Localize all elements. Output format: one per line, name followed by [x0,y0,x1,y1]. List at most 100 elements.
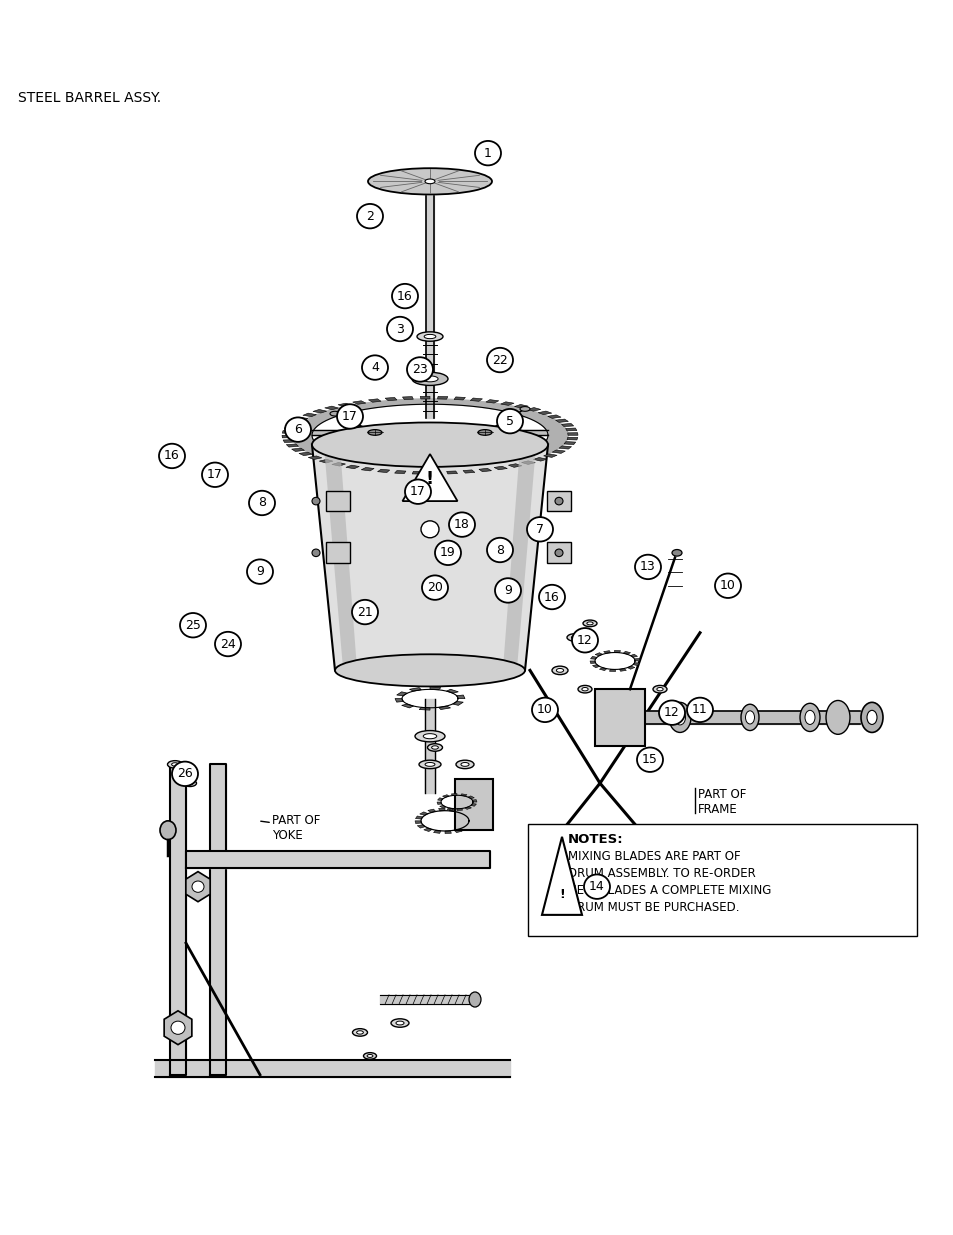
Circle shape [387,317,413,341]
Ellipse shape [866,710,876,725]
Polygon shape [438,808,444,811]
Ellipse shape [469,992,480,1007]
Circle shape [583,874,609,899]
Polygon shape [438,706,450,710]
Circle shape [407,357,433,382]
Ellipse shape [172,763,178,766]
Text: NOTES:: NOTES: [567,834,623,846]
Text: 23: 23 [412,363,428,375]
Polygon shape [427,809,436,813]
Polygon shape [526,408,540,411]
Polygon shape [361,467,374,471]
Polygon shape [439,805,445,808]
Polygon shape [521,461,535,464]
Text: 12: 12 [663,706,679,719]
Text: 16: 16 [396,289,413,303]
Circle shape [486,537,513,562]
Polygon shape [302,414,316,416]
Polygon shape [547,415,560,419]
Polygon shape [603,651,610,653]
Text: 13: 13 [639,561,655,573]
Polygon shape [395,699,403,703]
Text: 10: 10 [537,704,553,716]
Polygon shape [284,426,295,429]
Ellipse shape [412,372,448,385]
Circle shape [405,479,431,504]
Text: !: ! [558,888,564,900]
Text: MIXING BLADES ARE PART OF
DRUM ASSEMBLY. TO RE-ORDER
NEW BLADES A COMPLETE MIXIN: MIXING BLADES ARE PART OF DRUM ASSEMBLY.… [567,850,771,914]
FancyBboxPatch shape [546,490,571,511]
Ellipse shape [556,668,563,672]
Text: 14: 14 [589,881,604,893]
Ellipse shape [415,731,444,742]
Polygon shape [412,472,422,474]
Text: 26: 26 [177,767,193,781]
Ellipse shape [421,375,437,382]
Polygon shape [567,432,578,435]
Polygon shape [633,663,639,666]
Circle shape [420,521,438,537]
Circle shape [172,762,198,785]
Polygon shape [630,655,637,657]
Polygon shape [423,827,432,831]
Polygon shape [541,837,581,915]
Ellipse shape [566,634,582,641]
Polygon shape [292,399,567,472]
Polygon shape [416,816,422,819]
Polygon shape [416,825,425,829]
Ellipse shape [477,430,492,435]
Text: 20: 20 [427,582,442,594]
Ellipse shape [425,762,435,766]
Ellipse shape [571,636,578,640]
Polygon shape [324,447,356,668]
Ellipse shape [671,550,681,556]
Polygon shape [346,466,359,469]
Polygon shape [590,656,597,659]
Polygon shape [446,689,457,693]
Circle shape [352,600,377,625]
Ellipse shape [800,703,820,731]
Text: 21: 21 [356,605,373,619]
Polygon shape [442,794,449,798]
Polygon shape [622,651,630,655]
Text: 25: 25 [185,619,201,632]
Text: 16: 16 [543,590,559,604]
Polygon shape [210,764,226,1074]
Polygon shape [472,799,476,802]
Circle shape [555,550,562,557]
Polygon shape [385,398,396,400]
Polygon shape [468,818,475,821]
Circle shape [714,573,740,598]
Polygon shape [379,995,470,1004]
Circle shape [171,1021,185,1034]
Text: 8: 8 [257,496,266,510]
Text: PART OF
YOKE: PART OF YOKE [272,814,320,842]
Ellipse shape [657,688,662,690]
Circle shape [312,550,319,557]
Polygon shape [437,798,443,800]
Polygon shape [514,404,528,408]
Polygon shape [395,471,406,474]
Circle shape [247,559,273,584]
Polygon shape [449,809,456,811]
Polygon shape [467,823,474,826]
Polygon shape [313,410,326,412]
Text: 9: 9 [255,566,264,578]
Polygon shape [644,711,859,724]
Text: 6: 6 [294,424,301,436]
Polygon shape [470,398,482,401]
Polygon shape [164,1010,192,1045]
Polygon shape [502,447,536,668]
Text: 17: 17 [342,410,357,422]
Polygon shape [598,668,606,671]
Polygon shape [460,794,467,797]
Polygon shape [552,450,565,453]
Ellipse shape [168,761,182,768]
Polygon shape [312,445,547,671]
Polygon shape [401,704,413,708]
Ellipse shape [744,711,754,724]
Polygon shape [419,396,430,399]
Ellipse shape [861,703,882,732]
Text: PAGE 36 — WC-42S   CONCRETE MIXERS — PARTS & OPERATION MANUAL — REV. #8 (12/16/0: PAGE 36 — WC-42S CONCRETE MIXERS — PARTS… [146,1200,807,1213]
Ellipse shape [740,704,759,731]
